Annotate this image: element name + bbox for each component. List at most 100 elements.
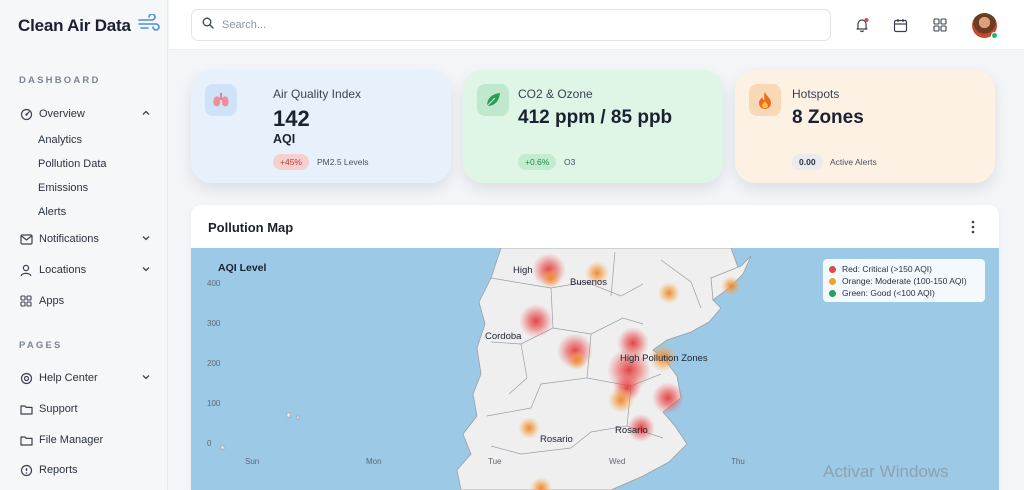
bell-icon[interactable] bbox=[853, 16, 871, 34]
hotspot-south[interactable] bbox=[530, 477, 552, 490]
sidebar-item-file-manager[interactable]: File Manager bbox=[19, 430, 159, 450]
sidebar-item-notifications[interactable]: Notifications bbox=[19, 229, 159, 249]
sidebar-item-apps[interactable]: Apps bbox=[19, 291, 159, 311]
sidebar-item-label: Apps bbox=[39, 295, 65, 307]
sidebar-item-overview[interactable]: Overview bbox=[19, 104, 159, 124]
more-options-icon[interactable] bbox=[969, 219, 977, 235]
place-labels: High Busenos Cordoba High Pollution Zone… bbox=[485, 265, 708, 445]
aqi-value: 142 bbox=[273, 106, 310, 131]
pollution-map-panel: Pollution Map bbox=[191, 205, 999, 490]
pollution-map[interactable]: AQI Level 400 300 200 100 0 Sun Mon Tue … bbox=[191, 248, 999, 490]
hotspot-rosario-east[interactable] bbox=[627, 414, 655, 442]
hotspot-cordoba[interactable] bbox=[519, 304, 553, 338]
y-tick: 200 bbox=[207, 359, 221, 368]
x-tick: Mon bbox=[366, 457, 382, 466]
legend-swatch bbox=[829, 289, 836, 297]
label-cordoba: Cordoba bbox=[485, 331, 522, 342]
top-header bbox=[169, 0, 1024, 50]
chevron-down-icon[interactable] bbox=[141, 264, 151, 277]
chevron-up-icon[interactable] bbox=[141, 108, 151, 121]
sidebar-item-reports[interactable]: Reports bbox=[19, 460, 159, 480]
hotspots-card[interactable]: Hotspots 8 Zones 0.00 Active Alerts bbox=[735, 70, 995, 183]
hotspot-south-central[interactable] bbox=[608, 387, 634, 413]
x-axis-ticks: Sun Mon Tue Wed Thu bbox=[245, 457, 745, 466]
search-bar[interactable] bbox=[191, 9, 831, 41]
leaf-icon bbox=[477, 84, 509, 116]
hotspot-east[interactable] bbox=[652, 382, 684, 414]
hotspot-north-east[interactable] bbox=[658, 282, 680, 304]
trend-badge: +45% bbox=[273, 154, 309, 170]
legend-swatch bbox=[829, 265, 836, 273]
legend-label: Red: Critical (>150 AQI) bbox=[842, 264, 932, 274]
hotspot-central-west-orange[interactable] bbox=[567, 350, 587, 370]
sidebar-item-help-center[interactable]: Help Center bbox=[19, 368, 159, 388]
pollution-hotspots[interactable] bbox=[518, 253, 741, 490]
badge-note: Active Alerts bbox=[830, 157, 877, 167]
card-title: CO2 & Ozone bbox=[518, 87, 593, 101]
sidebar-item-label: Support bbox=[39, 403, 78, 415]
avatar[interactable] bbox=[972, 13, 998, 39]
badge-note: PM2.5 Levels bbox=[317, 157, 369, 167]
windows-activation-watermark: Activar Windows bbox=[823, 462, 949, 481]
hotspot-coast[interactable] bbox=[721, 276, 741, 296]
chevron-down-icon[interactable] bbox=[141, 372, 151, 385]
x-tick: Tue bbox=[488, 457, 502, 466]
section-label-dashboard: DASHBOARD bbox=[19, 75, 101, 86]
apps-grid-icon[interactable] bbox=[931, 16, 949, 34]
sidebar-item-label: Help Center bbox=[39, 372, 98, 384]
y-axis-ticks: 400 300 200 100 0 bbox=[207, 279, 221, 448]
y-tick: 300 bbox=[207, 319, 221, 328]
islands bbox=[220, 412, 300, 450]
x-tick: Wed bbox=[609, 457, 625, 466]
label-rosario-west: Rosario bbox=[540, 434, 573, 445]
sidebar: Clean Air Data DASHBOARD Overview Analyt… bbox=[0, 0, 168, 490]
sidebar-subitem-emissions[interactable]: Emissions bbox=[38, 182, 89, 194]
sidebar-item-label: Reports bbox=[39, 464, 78, 476]
sidebar-subitem-pollution-data[interactable]: Pollution Data bbox=[38, 158, 107, 170]
legend-item-critical: Red: Critical (>150 AQI) bbox=[829, 263, 979, 275]
legend-label: Orange: Moderate (100-150 AQI) bbox=[842, 276, 967, 286]
lungs-icon bbox=[205, 84, 237, 116]
y-tick: 0 bbox=[207, 439, 212, 448]
sidebar-subitem-alerts[interactable]: Alerts bbox=[38, 206, 67, 218]
search-icon bbox=[202, 16, 214, 34]
brand[interactable]: Clean Air Data bbox=[18, 13, 161, 37]
folder-icon bbox=[19, 402, 33, 416]
hotspot-rosario-west[interactable] bbox=[518, 417, 540, 439]
trend-badge: +0.6% bbox=[518, 154, 557, 170]
hotspot-central-orange[interactable] bbox=[649, 344, 677, 372]
fire-icon bbox=[749, 84, 781, 116]
mail-icon bbox=[19, 232, 33, 246]
aqi-unit: AQI bbox=[273, 132, 296, 146]
user-icon bbox=[19, 263, 33, 277]
hotspot-busenos[interactable] bbox=[585, 261, 609, 285]
x-tick: Thu bbox=[731, 457, 745, 466]
hotspot-high-orange[interactable] bbox=[541, 268, 561, 288]
sidebar-item-support[interactable]: Support bbox=[19, 399, 159, 419]
sidebar-item-label: Overview bbox=[39, 108, 85, 120]
online-status-dot bbox=[991, 32, 998, 39]
sidebar-item-locations[interactable]: Locations bbox=[19, 260, 159, 280]
search-input[interactable] bbox=[222, 19, 782, 31]
chevron-down-icon[interactable] bbox=[141, 233, 151, 246]
y-tick: 400 bbox=[207, 279, 221, 288]
legend-swatch bbox=[829, 277, 836, 285]
card-title: Hotspots bbox=[792, 87, 840, 101]
axis-title: AQI Level bbox=[218, 262, 267, 274]
wind-logo-icon bbox=[137, 13, 161, 37]
label-high: High bbox=[513, 265, 533, 276]
panel-title: Pollution Map bbox=[208, 220, 294, 235]
lifebuoy-icon bbox=[19, 371, 33, 385]
legend-label: Green: Good (<100 AQI) bbox=[842, 288, 935, 298]
overview-icon bbox=[19, 107, 33, 121]
label-busenos: Busenos bbox=[570, 277, 607, 288]
sidebar-subitem-analytics[interactable]: Analytics bbox=[38, 134, 83, 146]
calendar-icon[interactable] bbox=[891, 16, 909, 34]
label-high-pollution-zones: High Pollution Zones bbox=[620, 353, 708, 364]
card-title: Air Quality Index bbox=[273, 87, 362, 101]
legend-item-good: Green: Good (<100 AQI) bbox=[829, 287, 979, 299]
co2-ozone-card[interactable]: CO2 & Ozone 412 ppm / 85 ppb +0.6% O3 bbox=[463, 70, 723, 183]
legend-item-moderate: Orange: Moderate (100-150 AQI) bbox=[829, 275, 979, 287]
sidebar-item-label: Notifications bbox=[39, 233, 99, 245]
aqi-card[interactable]: Air Quality Index 142 AQI +45% PM2.5 Lev… bbox=[191, 70, 451, 183]
